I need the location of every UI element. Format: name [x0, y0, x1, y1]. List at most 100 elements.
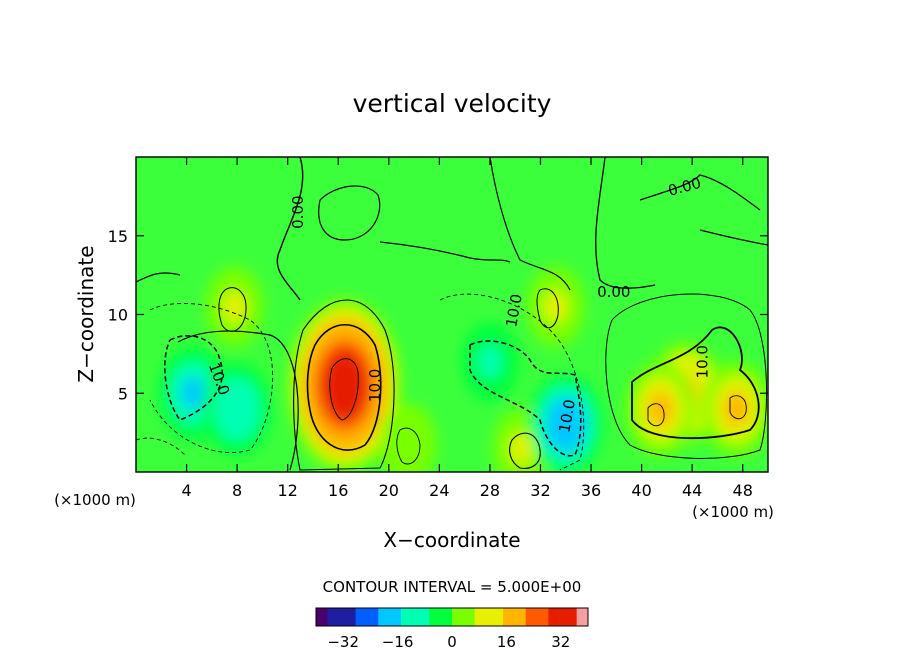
colorbar-ticks: −32 −16 0 16 32 [327, 633, 570, 651]
colorbar-swatch-32 [497, 608, 504, 626]
colorbar-swatch-17 [412, 608, 419, 626]
colorbar-swatch-7 [355, 608, 362, 626]
colorbar-swatch-27 [469, 608, 475, 626]
field-feature-5-level-2 [509, 431, 534, 465]
colorbar-swatch-47 [582, 608, 589, 626]
colorbar-swatch-16 [406, 608, 413, 626]
x-tick-label-6: 28 [480, 481, 500, 500]
colorbar-swatch-40 [542, 608, 549, 626]
colorbar-swatch-14 [395, 608, 402, 626]
x-unit-left: (×1000 m) [54, 491, 136, 509]
colorbar-swatch-33 [503, 608, 509, 626]
colorbar-swatch-31 [491, 608, 498, 626]
colorbar-swatch-37 [525, 608, 532, 626]
colorbar-swatch-6 [350, 608, 356, 626]
x-tick-label-7: 32 [530, 481, 550, 500]
colorbar-swatch-44 [565, 608, 572, 626]
colorbar-swatch-28 [474, 608, 481, 626]
contour-interval-note: CONTOUR INTERVAL = 5.000E+00 [323, 578, 582, 596]
colorbar-swatch-23 [446, 608, 453, 626]
colorbar-swatch-11 [378, 608, 385, 626]
field-feature-8-level-3 [180, 376, 205, 410]
colorbar-swatch-24 [452, 608, 458, 626]
velocity-field [158, 266, 768, 472]
colorbar-swatch-1 [321, 608, 328, 626]
field-feature-2-level-3 [724, 392, 749, 426]
colorbar-tick-label-4: 32 [551, 633, 570, 651]
colorbar-tick-label-1: −16 [382, 633, 414, 651]
contour-label-7: 10.0 [693, 345, 711, 378]
field-feature-9-level-3 [225, 392, 250, 426]
colorbar-swatch-34 [508, 608, 515, 626]
colorbar-swatch-42 [554, 608, 560, 626]
colorbar-swatch-5 [344, 608, 351, 626]
x-tick-label-5: 24 [429, 481, 449, 500]
x-tick-label-10: 44 [682, 481, 702, 500]
field-feature-0-level-7 [328, 359, 362, 411]
colorbar-swatch-35 [514, 608, 521, 626]
colorbar-swatch-36 [520, 608, 526, 626]
contour-label-5: 10.0 [502, 292, 526, 328]
x-axis-label: X−coordinate [383, 528, 520, 552]
x-tick-label-2: 12 [278, 481, 298, 500]
y-tick-label-0: 5 [118, 384, 128, 403]
y-tick-label-1: 10 [108, 306, 128, 325]
colorbar-tick-label-0: −32 [327, 633, 359, 651]
colorbar-swatch-39 [537, 608, 543, 626]
contour-label-6: 10.0 [555, 398, 579, 434]
colorbar-swatch-46 [576, 608, 583, 626]
field-feature-11-level-2 [477, 345, 502, 379]
x-tick-label-9: 40 [631, 481, 651, 500]
colorbar-frame [315, 607, 589, 627]
y-tick-label-2: 15 [108, 227, 128, 246]
field-feature-7-level-2 [395, 427, 420, 461]
colorbar-swatch-41 [548, 608, 555, 626]
contour-lines [136, 157, 768, 471]
x-tick-label-8: 36 [581, 481, 601, 500]
colorbar-swatch-4 [338, 608, 345, 626]
x-unit-right: (×1000 m) [692, 503, 774, 521]
field-feature-4-level-2 [222, 290, 247, 324]
colorbar-swatch-26 [463, 608, 470, 626]
x-tick-label-3: 16 [328, 481, 348, 500]
x-tick-label-11: 48 [733, 481, 753, 500]
chart-title: vertical velocity [353, 89, 552, 118]
colorbar-swatch-38 [531, 608, 538, 626]
colorbar-swatch-2 [327, 608, 334, 626]
colorbar-swatch-21 [435, 608, 441, 626]
colorbar-swatch-18 [418, 608, 424, 626]
y-axis-label: Z−coordinate [74, 245, 98, 382]
colorbar-swatch-12 [384, 608, 390, 626]
x-tick-label-1: 8 [232, 481, 242, 500]
contour-label-4: 10.0 [366, 369, 384, 402]
colorbar-tick-label-2: 0 [447, 633, 457, 651]
colorbar-swatch-20 [429, 608, 436, 626]
y-axis: 5 10 15 [108, 227, 768, 403]
x-tick-label-0: 4 [181, 481, 191, 500]
colorbar-swatch-8 [361, 608, 368, 626]
x-tick-label-4: 20 [379, 481, 399, 500]
colorbar-swatch-15 [401, 608, 407, 626]
colorbar [315, 607, 589, 627]
colorbar-swatch-13 [389, 608, 396, 626]
colorbar-swatch-43 [559, 608, 566, 626]
colorbar-swatch-9 [367, 608, 373, 626]
colorbar-swatch-19 [423, 608, 430, 626]
contour-label-0: 0.00 [289, 195, 307, 228]
field-feature-10-level-4 [553, 408, 578, 442]
colorbar-swatch-22 [440, 608, 447, 626]
colorbar-swatch-29 [480, 608, 487, 626]
colorbar-swatch-45 [571, 608, 577, 626]
colorbar-swatch-25 [457, 608, 464, 626]
colorbar-swatch-0 [316, 608, 322, 626]
contour-label-2: 0.00 [597, 283, 630, 301]
colorbar-swatch-3 [333, 608, 339, 626]
x-axis: 4 8 12 16 20 24 28 32 36 40 44 48 [181, 157, 753, 500]
field-feature-6-level-2 [543, 290, 568, 324]
field-feature-3-level-3 [648, 392, 673, 426]
colorbar-swatch-30 [486, 608, 492, 626]
colorbar-tick-label-3: 16 [497, 633, 516, 651]
colorbar-swatch-10 [372, 608, 379, 626]
